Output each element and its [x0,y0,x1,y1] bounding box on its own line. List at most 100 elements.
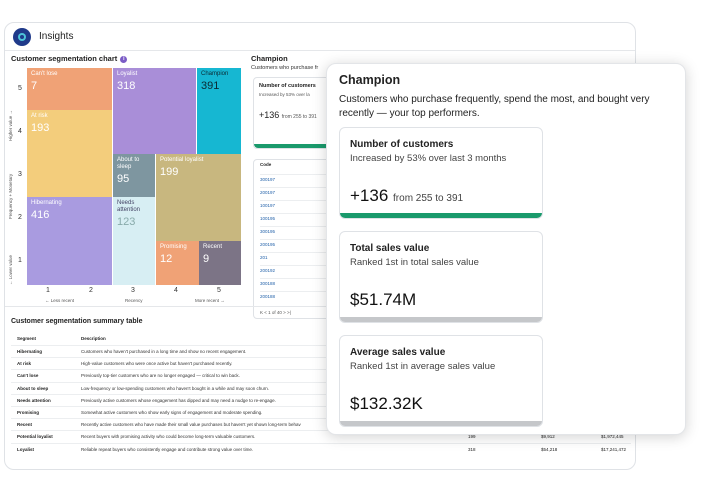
header-segment: Segment [17,336,37,341]
middle-card-value: +136 from 255 to 391 [259,110,317,120]
y-tick: 1 [18,257,22,264]
code-link[interactable]: 200197 [260,187,340,195]
segment-name: Loyalist [17,446,35,452]
summary-row: At risk High-value customers who were onc… [11,357,631,368]
segment-name: At risk [17,361,32,367]
segment-name: At risk [31,113,48,119]
code-link[interactable]: 201 [260,252,340,260]
segment-name: Potential loyalist [17,434,53,440]
segment-name: About to sleep [17,385,49,391]
info-icon[interactable]: i [120,56,128,63]
segment-value: 95 [117,173,130,185]
summary-row: Potential loyalist Recent buyers with pro… [11,430,631,441]
segment-name: Can't lose [31,71,58,77]
segment-name: About to sleep [117,157,140,170]
kpi-title: Average sales value [350,347,446,358]
kpi-subtitle: Increased by 53% over last 3 months [350,153,507,164]
kpi-title: Number of customers [350,139,454,150]
kpi-title: Total sales value [350,243,430,254]
kpi-card-average-sales: Average sales value Ranked 1st in averag… [339,335,543,427]
kpi-card-customers: Number of customers Increased by 53% ove… [339,127,543,219]
summary-row: Can't lose Previously top-tier customers … [11,369,631,380]
segment-description: Somewhat active customers who show early… [81,410,263,415]
segment-description: Customers who haven't purchased in a lon… [81,349,247,354]
summary-row: Needs attention Previously active custome… [11,393,631,405]
champion-detail-panel: Champion Customers who purchase frequent… [326,63,686,435]
segment-name: Needs attention [117,200,141,213]
segment-description: Recent buyers with promising activity wh… [81,434,256,440]
summary-title: Customer segmentation summary table [11,318,143,325]
kpi-accent-bar [340,421,542,426]
segment-value: 199 [160,166,179,178]
y-axis-label: Frequency + Monetary [8,173,13,219]
code-link[interactable]: 300195 [260,226,340,234]
code-link[interactable]: 200195 [260,239,340,247]
y-high-label: Higher value → [8,109,13,141]
x-tick: 5 [217,287,221,294]
x-left-label: ← Less recent [45,298,75,303]
y-tick: 3 [18,171,22,178]
segment-value: 7 [31,80,38,92]
kpi-accent-bar [340,213,542,218]
segment-description: Previously active customers whose engage… [81,397,276,403]
code-link[interactable]: 300197 [260,174,340,182]
segment-description: Reliable repeat buyers who consistently … [81,446,254,452]
middle-card-sub: Increased by 53% over la [259,92,310,97]
segment-name: Promising [17,410,40,415]
middle-card-title: Number of customers [259,83,316,89]
panel-title: Champion [339,73,401,87]
segment-recent[interactable]: Recent 9 [199,241,241,285]
kpi-value: $51.74M [350,290,417,309]
x-tick: 3 [131,287,135,294]
code-link[interactable]: 200188 [260,291,340,299]
y-low-label: ← Lower value [8,254,13,285]
y-tick: 2 [18,214,22,221]
header-description: Description [81,336,106,341]
code-link[interactable]: 100197 [260,200,340,208]
segment-potential-loyalist[interactable]: Potential loyalist 199 [156,154,241,241]
segment-name: Champion [201,71,229,77]
kpi-card-total-sales: Total sales value Ranked 1st in total sa… [339,231,543,323]
segment-name: Recent [17,422,33,428]
segment-hibernating[interactable]: Hibernating 416 [27,197,112,285]
middle-card-bar [254,144,342,148]
kpi-value: +136 from 255 to 391 [350,186,464,205]
summary-row: Promising Somewhat active customers who s… [11,406,631,417]
segment-count: 199 [468,434,476,440]
segment-cant-lose[interactable]: Can't lose 7 [27,68,112,110]
segment-average: $9,912 [541,434,555,440]
y-tick: 5 [18,85,22,92]
x-tick: 1 [46,287,50,294]
x-tick: 2 [89,287,93,294]
segment-name: Hibernating [31,200,62,206]
code-link[interactable]: 300188 [260,278,340,286]
segment-name: Potential loyalist [160,157,204,163]
segment-value: 416 [31,209,50,221]
app-title: Insights [39,31,74,42]
segment-description: Previously top-tier customers who are no… [81,373,240,379]
segment-value: 12 [160,253,173,265]
segment-at-risk[interactable]: At risk 193 [27,110,112,197]
segment-name: Needs attention [17,397,51,403]
segment-name: Recent [203,244,223,250]
x-right-label: More recent → [195,298,225,303]
segment-value: 193 [31,122,50,134]
segment-about-to-sleep[interactable]: About to sleep 95 [113,154,155,197]
segment-promising[interactable]: Promising 12 [156,241,199,285]
summary-row: Hibernating Customers who haven't purchas… [11,345,631,356]
segment-needs-attention[interactable]: Needs attention 123 [113,197,155,285]
code-link[interactable]: 100195 [260,213,340,221]
segment-champion[interactable]: Champion 391 [197,68,241,154]
summary-header-row: Segment Description [11,333,631,344]
code-link[interactable]: 200192 [260,265,340,273]
panel-description: Customers who purchase frequently, spend… [339,94,650,119]
app-logo-icon [13,27,31,46]
chart-title: Customer segmentation chart i [11,54,128,63]
segment-loyalist[interactable]: Loyalist 318 [113,68,196,154]
pagination[interactable]: K < 1 of 40 > >| [260,310,291,315]
segment-description: Recently active customers who have made … [81,422,301,428]
section-divider [5,306,635,307]
segment-value: 391 [201,80,220,92]
app-header: Insights [5,23,635,51]
segment-average: $54,218 [541,446,558,452]
